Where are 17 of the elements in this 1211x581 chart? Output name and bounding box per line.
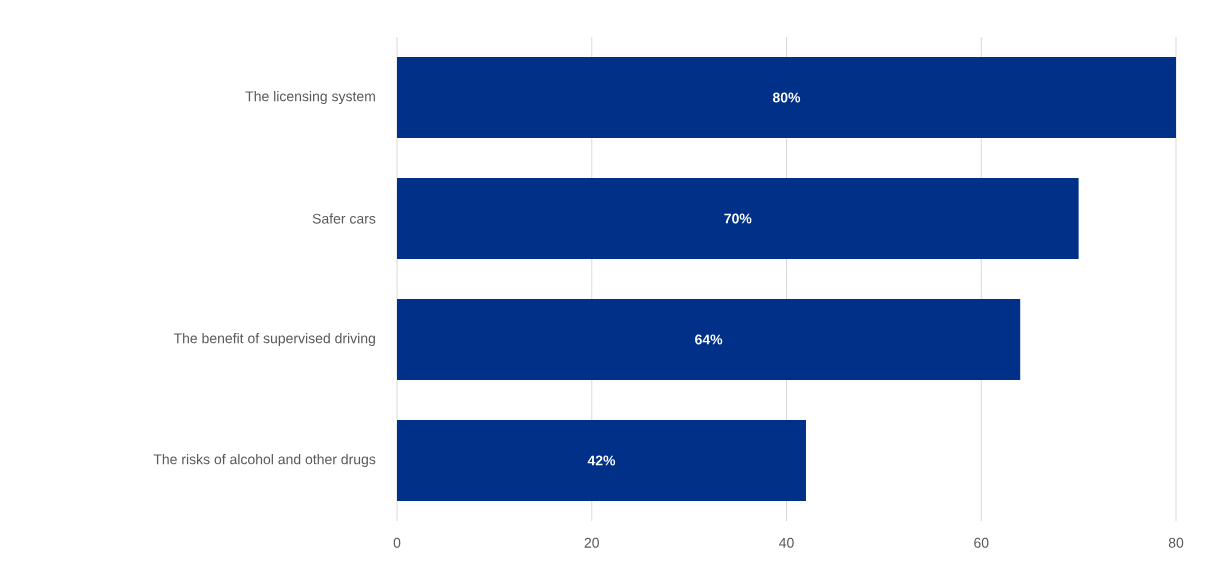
data-label: 70%: [724, 213, 752, 224]
x-tick-label: 60: [974, 537, 989, 548]
bar: [397, 419, 806, 502]
y-tick-label: Safer cars: [312, 213, 376, 224]
x-tick-label: 80: [1168, 537, 1184, 548]
bar: [397, 177, 1079, 260]
data-label: 42%: [587, 455, 616, 466]
data-label: 64%: [695, 334, 723, 345]
x-tick-label: 40: [779, 537, 794, 548]
y-tick-label: The licensing system: [245, 90, 375, 105]
bar: [397, 56, 1176, 139]
bar: [397, 298, 1021, 381]
x-tick-label: 20: [584, 537, 599, 548]
y-tick-label: The benefit of supervised driving: [173, 332, 375, 347]
x-tick-label: 0: [393, 537, 401, 548]
data-label: 80%: [772, 92, 801, 103]
y-tick-label: The risks of alcohol and other drugs: [153, 453, 376, 468]
